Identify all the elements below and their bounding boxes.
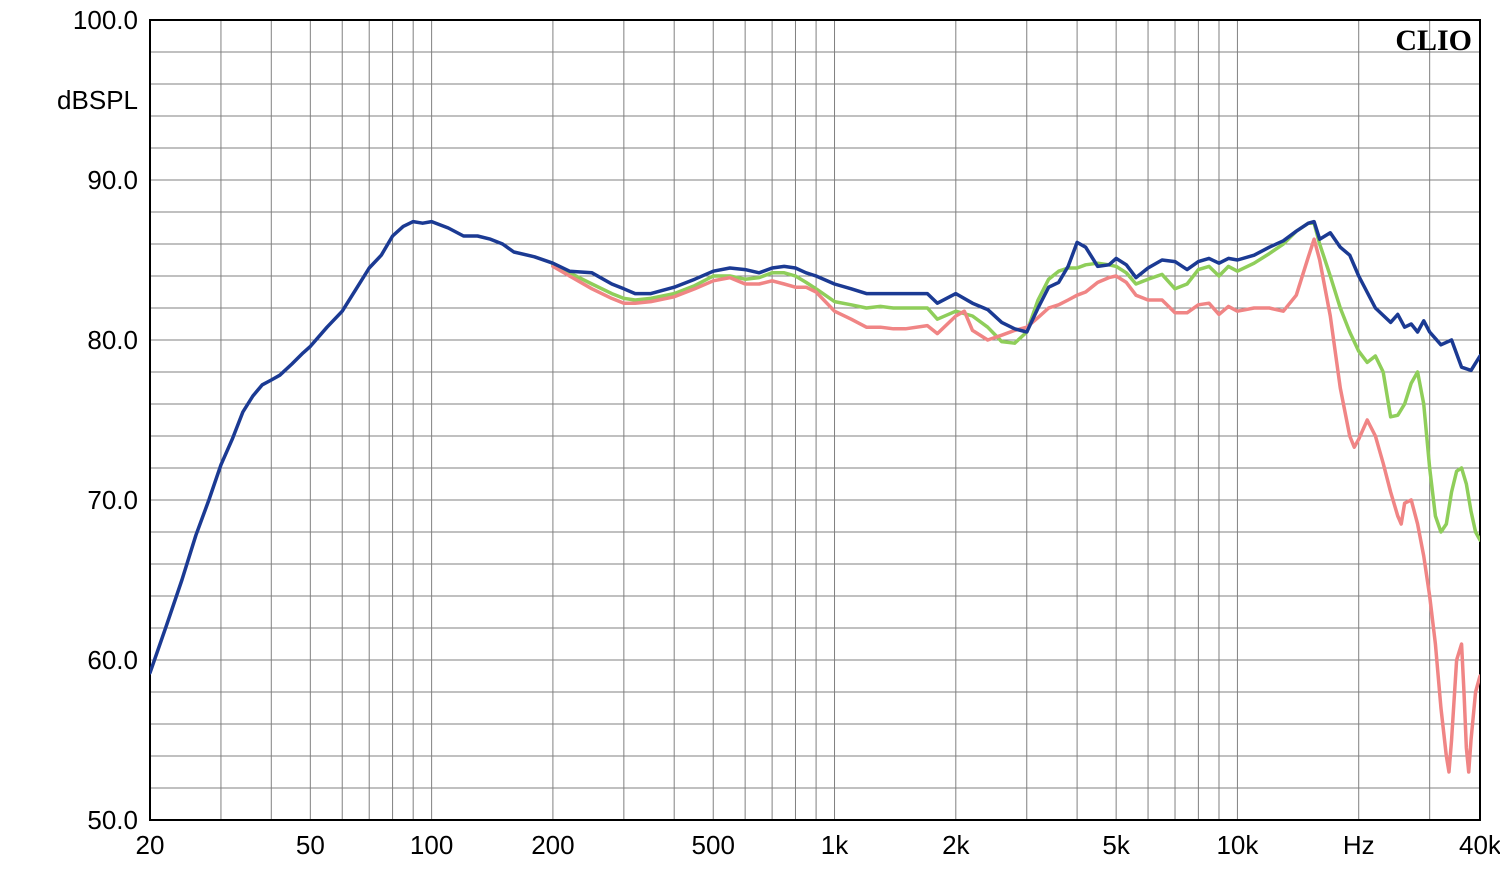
chart-svg: 50.0 60.0 70.0 80.0 90.0 100.0 dBSPL 20 50 100 200… xyxy=(0,0,1500,870)
x-tick-label: 40k xyxy=(1459,830,1500,860)
y-tick-label: 50.0 xyxy=(87,805,138,835)
x-tick-label: 5k xyxy=(1102,830,1130,860)
y-tick-label: 60.0 xyxy=(87,645,138,675)
brand-label: CLIO xyxy=(1395,24,1472,57)
x-tick-label: 1k xyxy=(821,830,849,860)
y-tick-label: 80.0 xyxy=(87,325,138,355)
x-tick-label: 200 xyxy=(531,830,574,860)
x-tick-label: 500 xyxy=(692,830,735,860)
frequency-response-chart: 50.0 60.0 70.0 80.0 90.0 100.0 dBSPL 20 50 100 200… xyxy=(0,0,1500,870)
x-tick-label: 100 xyxy=(410,830,453,860)
y-tick-label: 100.0 xyxy=(73,5,138,35)
x-tick-label: 20 xyxy=(136,830,165,860)
x-unit-label: Hz xyxy=(1343,830,1375,860)
x-tick-label: 50 xyxy=(296,830,325,860)
y-tick-label: 70.0 xyxy=(87,485,138,515)
x-tick-label: 2k xyxy=(942,830,970,860)
y-unit-label: dBSPL xyxy=(57,85,138,115)
x-tick-label: 10k xyxy=(1216,830,1259,860)
y-tick-label: 90.0 xyxy=(87,165,138,195)
